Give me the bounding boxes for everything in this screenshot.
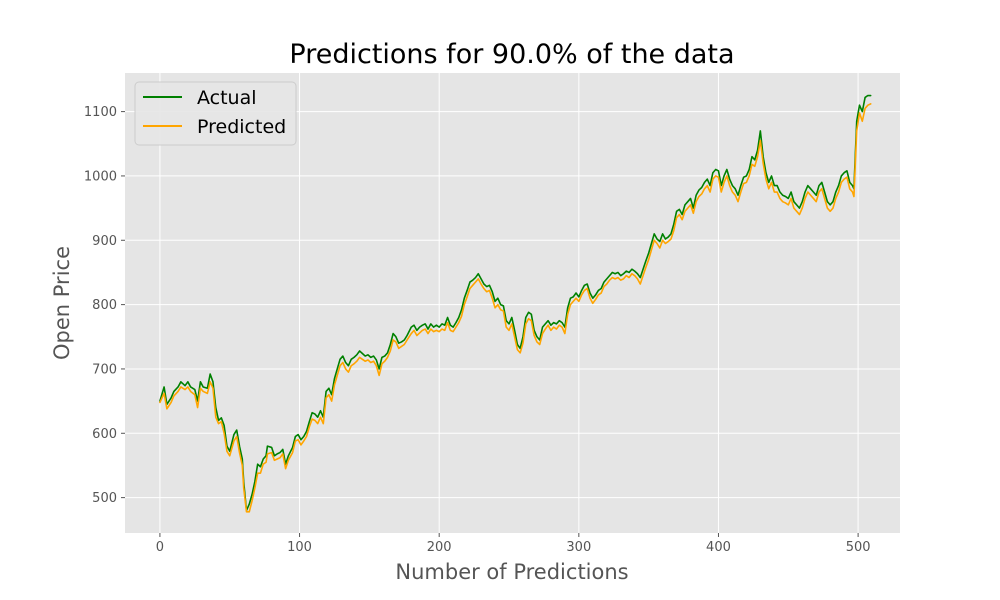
chart-title: Predictions for 90.0% of the data [289, 39, 734, 70]
y-tick-label: 700 [92, 362, 117, 377]
legend-label-predicted: Predicted [197, 116, 286, 138]
x-tick-label: 200 [427, 540, 452, 555]
legend-label-actual: Actual [197, 87, 257, 109]
x-tick-label: 400 [706, 540, 731, 555]
y-axis-label: Open Price [50, 246, 74, 360]
y-tick-label: 900 [92, 234, 117, 249]
x-tick-label: 500 [846, 540, 871, 555]
plot-area [125, 73, 900, 533]
x-tick-label: 300 [566, 540, 591, 555]
y-tick-label: 1100 [84, 105, 117, 120]
y-axis-ticks: 500 600 700 800 900 1000 1100 [84, 105, 125, 506]
x-axis-ticks: 0 100 200 300 400 500 [156, 533, 871, 555]
y-tick-label: 800 [92, 298, 117, 313]
series-line-actual [159, 94, 872, 512]
y-tick-label: 500 [92, 491, 117, 506]
y-tick-label: 600 [92, 427, 117, 442]
legend: Actual Predicted [134, 81, 297, 146]
x-tick-label: 100 [287, 540, 312, 555]
x-tick-label: 0 [156, 540, 164, 555]
series-line-predicted [159, 103, 872, 513]
series-lines [159, 94, 872, 513]
x-axis-label: Number of Predictions [395, 560, 628, 584]
y-tick-label: 1000 [84, 169, 117, 184]
